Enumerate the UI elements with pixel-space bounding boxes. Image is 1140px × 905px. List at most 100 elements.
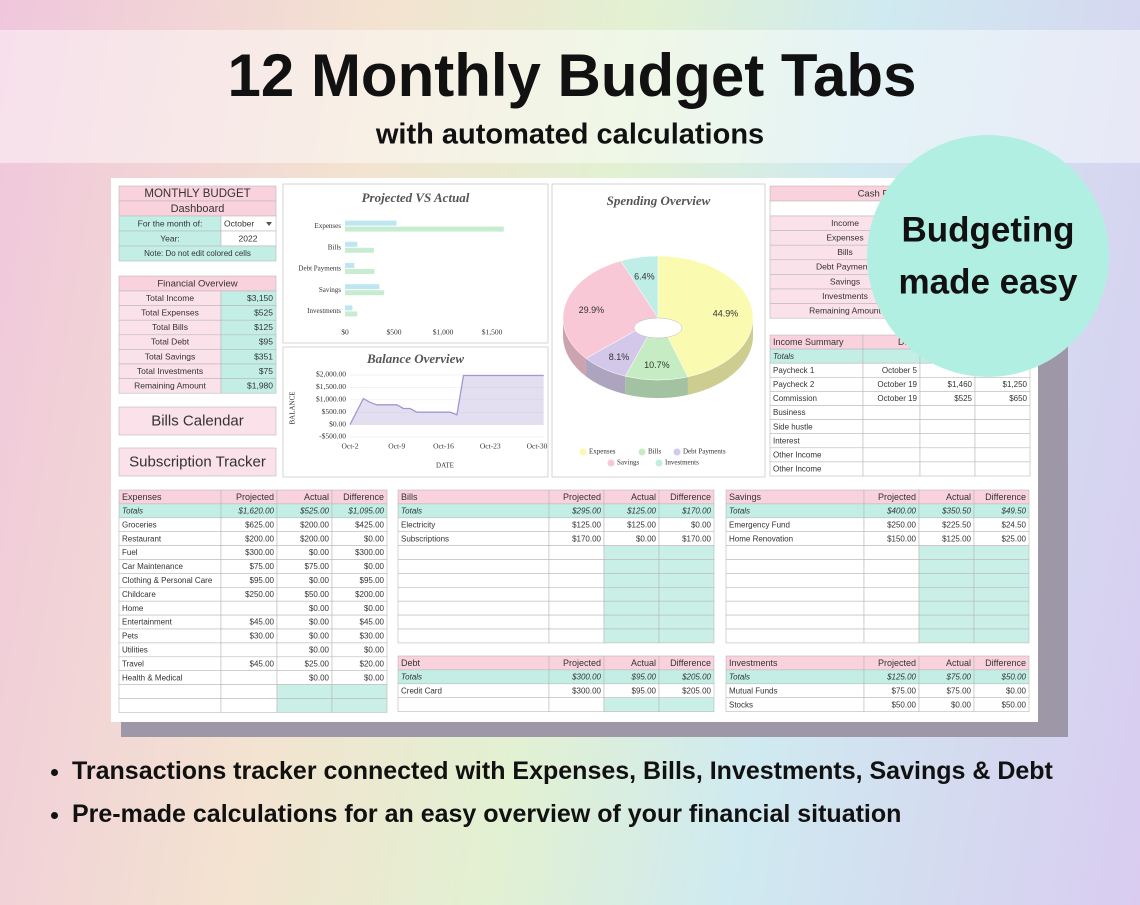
column-header: Difference bbox=[985, 492, 1026, 502]
cell bbox=[863, 559, 920, 574]
column-header: Actual bbox=[631, 492, 656, 502]
cell-text: $0.00 bbox=[309, 604, 330, 613]
cell bbox=[220, 698, 278, 713]
badge-text: Budgeting bbox=[901, 210, 1074, 249]
row-value: $525 bbox=[254, 307, 273, 317]
cell-text: $95.00 bbox=[250, 576, 275, 585]
column-header: Bills bbox=[401, 492, 418, 502]
cell bbox=[919, 461, 976, 477]
totals-cell: $300.00 bbox=[571, 672, 601, 681]
pie-slice-side bbox=[585, 358, 626, 395]
cell-text: $0.00 bbox=[364, 562, 385, 571]
category-label: Investments bbox=[307, 307, 341, 315]
field-value: 2022 bbox=[239, 233, 258, 243]
row-label: Debt Payments bbox=[816, 262, 874, 272]
cell-text: Utilities bbox=[122, 645, 148, 654]
cell-text: $0.00 bbox=[364, 604, 385, 613]
page-subtitle: with automated calculations bbox=[375, 119, 764, 151]
cell bbox=[658, 600, 715, 616]
y-tick-label: $1,000.00 bbox=[316, 395, 346, 404]
chart-title: Balance Overview bbox=[366, 351, 464, 366]
cell bbox=[548, 628, 605, 644]
column-header: Projected bbox=[878, 492, 916, 502]
bar bbox=[345, 247, 374, 253]
cell bbox=[863, 600, 920, 616]
data-label: 29.9% bbox=[579, 305, 605, 315]
cell-text: $50.00 bbox=[1002, 700, 1027, 709]
chart-title: Spending Overview bbox=[607, 193, 711, 208]
nav-button-label[interactable]: Bills Calendar bbox=[151, 412, 244, 429]
row-label: Remaining Amount bbox=[809, 305, 881, 315]
pie-slice bbox=[620, 255, 659, 319]
cell bbox=[658, 545, 715, 560]
field-label: Year: bbox=[160, 233, 180, 243]
cell-text: $50.00 bbox=[305, 590, 330, 599]
cell-text: $250.00 bbox=[887, 520, 916, 529]
cell bbox=[603, 586, 660, 602]
line bbox=[349, 374, 544, 425]
legend-label: Investments bbox=[665, 459, 699, 467]
data-label: 8.1% bbox=[609, 352, 630, 362]
cell bbox=[397, 559, 550, 574]
cell-text: $0.00 bbox=[309, 673, 330, 682]
y-tick-label: $500.00 bbox=[322, 407, 347, 416]
cell-text: Pets bbox=[122, 632, 138, 641]
cell-text: Clothing & Personal Care bbox=[122, 576, 213, 585]
totals-cell: $1,620.00 bbox=[237, 506, 274, 515]
totals-cell: Totals bbox=[401, 672, 422, 681]
x-tick-label: Oct-9 bbox=[388, 442, 405, 451]
chart-frame bbox=[282, 183, 549, 344]
cell bbox=[548, 545, 605, 560]
cell bbox=[862, 348, 921, 364]
pie-hole bbox=[633, 317, 683, 339]
badge bbox=[867, 135, 1109, 377]
cell-text: $25.00 bbox=[305, 659, 330, 668]
cell bbox=[919, 405, 976, 420]
row-label: Total Bills bbox=[152, 322, 188, 332]
dashboard-title: MONTHLY BUDGET bbox=[144, 188, 250, 200]
pie-slice-side bbox=[625, 376, 688, 398]
bar bbox=[345, 226, 504, 232]
column-header: Investments bbox=[729, 658, 778, 668]
x-tick-label: Oct-30 bbox=[527, 442, 548, 451]
cell-text: Interest bbox=[773, 436, 800, 445]
cell-text: $75.00 bbox=[250, 562, 275, 571]
row-value: $95 bbox=[259, 337, 273, 347]
nav-button[interactable] bbox=[118, 406, 277, 436]
bullet: Pre-made calculations for an easy overvi… bbox=[72, 793, 1140, 836]
cell-text: Groceries bbox=[122, 520, 157, 529]
row-label: Total Debt bbox=[151, 337, 190, 347]
cell-text: $0.00 bbox=[309, 548, 330, 557]
field-value: October bbox=[224, 218, 254, 228]
cell-text: $75.00 bbox=[892, 686, 917, 695]
cell bbox=[603, 600, 660, 616]
cell-text: $425.00 bbox=[355, 520, 384, 529]
legend-swatch bbox=[638, 448, 646, 456]
cell-text: October 5 bbox=[882, 366, 918, 375]
row-label: Income bbox=[831, 218, 859, 228]
bar bbox=[345, 305, 353, 311]
cell-text: $170.00 bbox=[682, 534, 711, 543]
cell-text: $0.00 bbox=[309, 576, 330, 585]
column-header: Savings bbox=[729, 492, 762, 502]
bar bbox=[345, 311, 358, 317]
cell-text: $225.50 bbox=[942, 520, 971, 529]
cell bbox=[974, 433, 1031, 449]
cell bbox=[397, 573, 550, 588]
pie-slice-side bbox=[687, 318, 753, 395]
cell bbox=[918, 628, 975, 644]
row-label: Total Investments bbox=[137, 366, 203, 376]
dropdown-arrow bbox=[266, 222, 272, 226]
column-header: Actual bbox=[631, 658, 656, 668]
nav-button-label[interactable]: Subscription Tracker bbox=[129, 453, 266, 470]
cell bbox=[397, 586, 550, 602]
nav-button[interactable] bbox=[118, 447, 277, 477]
cell-text: $95.00 bbox=[360, 576, 385, 585]
pie-slice bbox=[657, 255, 754, 378]
cell-text: $200.00 bbox=[300, 534, 329, 543]
badge-text: made easy bbox=[898, 262, 1078, 301]
cell-text: Entertainment bbox=[122, 618, 173, 627]
cell bbox=[331, 698, 388, 713]
